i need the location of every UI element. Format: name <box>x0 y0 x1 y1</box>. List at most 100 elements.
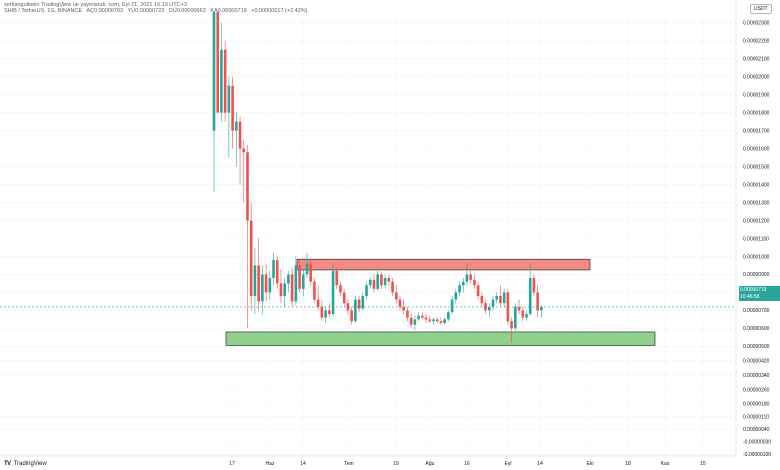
candle-body <box>428 319 432 322</box>
candle-body <box>528 278 532 314</box>
candle-body <box>324 310 327 318</box>
candle <box>443 317 446 325</box>
x-tick-label: 19 <box>393 461 399 467</box>
candle-body <box>432 319 435 322</box>
candle <box>301 269 305 297</box>
candle <box>517 299 521 314</box>
candle-body <box>346 303 350 311</box>
candle-body <box>458 285 461 293</box>
candle <box>335 267 339 289</box>
candle <box>272 252 275 286</box>
candle-body <box>380 274 383 286</box>
resistance-zone[interactable] <box>296 258 591 271</box>
chart-header: serkangultekin TradingView üe yayınlandı… <box>4 2 311 14</box>
candle <box>469 269 472 284</box>
candle-body <box>487 306 491 311</box>
candle-body <box>394 292 398 300</box>
candle <box>346 299 350 314</box>
candle <box>275 256 279 289</box>
y-axis-labels: 0.00002300 0.00002200 0.00002100 0.00002000… <box>743 21 771 458</box>
candle <box>320 299 324 322</box>
x-tick-label: Eki <box>587 461 594 467</box>
candle-body <box>499 296 502 304</box>
currency-button[interactable]: USDT <box>750 4 772 14</box>
y-tick-label: 0.00000180 <box>743 402 770 408</box>
candle <box>480 292 484 307</box>
candle <box>495 292 499 304</box>
candle-body <box>242 148 246 153</box>
y-tick-label: 0.00001400 <box>743 182 770 188</box>
y-tick-label: 0.00001200 <box>743 218 770 224</box>
y-tick-label: -0.00000030 <box>743 439 771 445</box>
candle-body <box>249 220 253 297</box>
candle-body <box>328 310 331 314</box>
candle <box>357 296 361 313</box>
high-value: YÜ0.00000723 <box>127 8 165 14</box>
x-tick-label: 15 <box>700 461 706 467</box>
y-tick-label: 0.00000500 <box>743 344 770 350</box>
candle <box>354 296 357 323</box>
y-tick-label: 0.00001100 <box>743 236 769 242</box>
x-tick-label: 18 <box>625 461 631 467</box>
candle-body <box>447 312 450 320</box>
candle-body <box>398 299 402 307</box>
y-tick-label: 0.00000340 <box>743 373 770 379</box>
candle-body <box>461 281 465 286</box>
candle <box>216 12 220 113</box>
candle-body <box>279 283 283 297</box>
candle <box>528 263 532 316</box>
candle <box>421 312 424 320</box>
bar-countdown: 10:46:58 <box>740 293 760 300</box>
candle-body <box>235 121 238 131</box>
candle-body <box>335 270 339 286</box>
footer: TV TradingView <box>4 461 47 467</box>
candle <box>380 272 383 289</box>
x-tick-label: Tem <box>344 461 353 467</box>
candle-body <box>495 296 499 300</box>
candle-body <box>298 265 301 289</box>
candle <box>383 274 387 289</box>
candle-body <box>331 270 335 314</box>
candle-body <box>465 274 469 282</box>
brand-label[interactable]: TradingView <box>13 461 47 467</box>
support-zone[interactable] <box>225 331 656 346</box>
candle-body <box>510 321 513 329</box>
candle <box>402 299 406 314</box>
candle <box>342 288 346 307</box>
candle <box>313 278 316 304</box>
candle-body <box>365 285 368 297</box>
candle <box>461 278 465 293</box>
symbol: SHIB / TetherUS, 1G, BINANCE <box>4 8 83 14</box>
y-tick-label: 0.00001800 <box>743 110 770 116</box>
y-tick-label: 0.00001600 <box>743 146 770 152</box>
candle-body <box>231 85 234 131</box>
candle-body <box>361 296 365 309</box>
candle-body <box>287 274 290 284</box>
candle-body <box>532 278 536 293</box>
candle-body <box>227 85 231 113</box>
candle <box>487 303 491 318</box>
annotations <box>225 258 656 346</box>
candle-body <box>264 274 268 293</box>
candle-body <box>525 313 528 318</box>
candle-body <box>257 265 260 302</box>
x-tick-label: 16 <box>464 461 470 467</box>
candle-body <box>320 306 324 318</box>
candle <box>510 317 513 343</box>
candle-body <box>514 306 517 329</box>
candle-body <box>246 152 249 221</box>
candle <box>309 260 313 286</box>
candle <box>365 281 368 300</box>
candle <box>499 285 502 307</box>
candle-body <box>454 292 458 300</box>
candle <box>227 76 231 158</box>
candle <box>283 278 286 307</box>
candle-body <box>536 292 539 311</box>
y-tick-label: 0.00001900 <box>743 92 770 98</box>
candle <box>328 303 331 318</box>
x-tick-label: Ağu <box>426 461 435 467</box>
candle-body <box>357 299 361 309</box>
candle <box>249 202 253 311</box>
y-tick-label: 0.00001500 <box>743 164 770 170</box>
